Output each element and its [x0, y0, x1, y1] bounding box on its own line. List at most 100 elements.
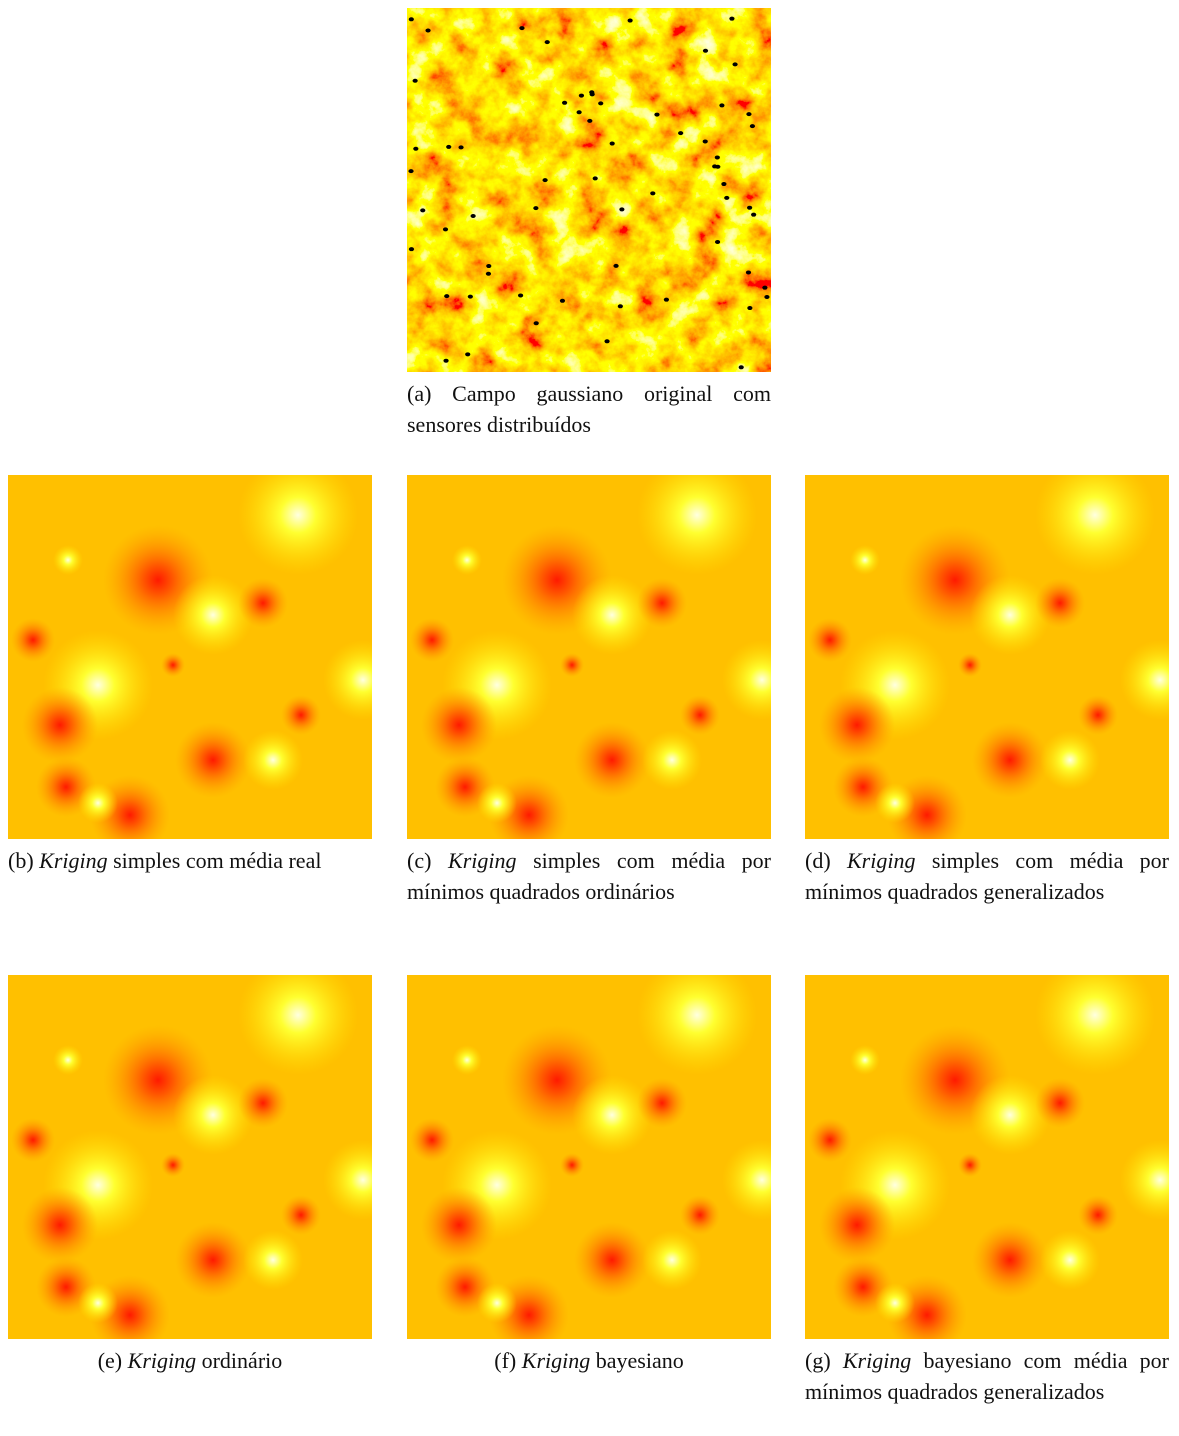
high-region	[1120, 1140, 1169, 1220]
low-region	[238, 578, 288, 628]
caption-text: simples com média por mínimos quadrados …	[805, 848, 1170, 904]
high-region	[642, 730, 702, 790]
figure-panel: (e) Kriging ordinário	[8, 975, 372, 1376]
sensor-dot	[592, 176, 598, 181]
high-region	[1040, 730, 1100, 790]
high-region	[637, 975, 757, 1075]
low-region	[22, 1187, 98, 1263]
caption-emphasis: Kriging	[39, 848, 108, 873]
sensor-dot	[764, 294, 770, 299]
high-region	[173, 575, 253, 655]
sensor-dot	[444, 294, 450, 299]
high-region	[452, 1045, 482, 1075]
high-region	[572, 1075, 652, 1155]
caption-text: ordinário	[201, 1348, 283, 1373]
sensor-dot	[533, 206, 539, 211]
high-region	[1035, 475, 1155, 575]
high-region	[477, 783, 517, 823]
caption: (g) Kriging bayesiano com média por míni…	[805, 1345, 1169, 1407]
sensor-dot	[485, 271, 492, 276]
high-region	[637, 475, 757, 575]
sensor-dot	[751, 212, 757, 217]
high-region	[53, 545, 83, 575]
sensor-dot	[604, 339, 610, 344]
sensor-dot	[714, 155, 720, 160]
sensor-dot	[442, 227, 449, 232]
sensor-dot	[578, 93, 585, 98]
figure-panel: (f) Kriging bayesiano	[407, 975, 771, 1376]
low-region	[560, 653, 584, 677]
high-region	[78, 1283, 118, 1323]
caption-emphasis: Kriging	[448, 848, 517, 873]
low-region	[958, 1153, 982, 1177]
sensor-dot	[413, 146, 419, 151]
sensor-dot	[747, 205, 753, 210]
low-region	[1035, 578, 1085, 628]
kriging-image	[407, 975, 771, 1339]
sensor-dot	[458, 145, 464, 150]
sensor-dot	[517, 293, 524, 298]
sensor-dot	[732, 62, 738, 67]
low-region	[1078, 695, 1118, 735]
low-region	[281, 1195, 321, 1235]
sensor-dot	[576, 110, 582, 115]
high-region	[642, 1230, 702, 1290]
low-region	[421, 687, 497, 763]
sensor-dot	[561, 100, 568, 105]
high-region	[970, 575, 1050, 655]
low-region	[637, 1078, 687, 1128]
sensor-dot	[412, 78, 418, 83]
kriging-image	[407, 475, 771, 839]
low-region	[421, 1187, 497, 1263]
noise-field	[407, 8, 771, 372]
sensor-dot	[702, 139, 708, 144]
sensor-dot	[721, 182, 727, 187]
sensor-dot	[654, 112, 660, 117]
figure-panel: (d) Kriging simples com média por mínimo…	[805, 475, 1169, 907]
high-region	[243, 1230, 303, 1290]
sensor-dot	[746, 112, 752, 117]
low-region	[175, 1222, 251, 1298]
low-region	[1035, 1078, 1085, 1128]
high-region	[53, 1045, 83, 1075]
field-image	[407, 8, 771, 372]
sensor-dot	[408, 169, 414, 174]
caption-emphasis: Kriging	[842, 1348, 912, 1373]
high-region	[1035, 975, 1155, 1075]
low-region	[22, 687, 98, 763]
low-region	[281, 695, 321, 735]
caption-emphasis: Kriging	[521, 1348, 591, 1373]
sensor-dot	[467, 294, 473, 299]
sensor-dot	[420, 208, 426, 213]
high-region	[875, 1283, 915, 1323]
sensor-dot	[762, 285, 768, 290]
high-region	[173, 1075, 253, 1155]
sensor-dot	[443, 358, 449, 363]
caption-text: simples com média real	[113, 848, 322, 873]
sensor-dot	[408, 17, 414, 22]
high-region	[850, 545, 880, 575]
high-region	[323, 640, 372, 720]
caption-label: (f)	[494, 1348, 517, 1373]
figure-panel: (a) Campo gaussiano original com sensore…	[407, 8, 771, 440]
high-region	[850, 1045, 880, 1075]
low-region	[808, 618, 852, 662]
figure-panel: (c) Kriging simples com média por mínimo…	[407, 475, 771, 907]
low-region	[11, 1118, 55, 1162]
low-region	[637, 578, 687, 628]
sensor-dot	[702, 48, 709, 53]
low-region	[680, 695, 720, 735]
sensor-dot	[749, 124, 756, 129]
sensor-dot	[747, 306, 753, 311]
sensor-dot	[465, 352, 471, 357]
sensor-dot	[715, 164, 721, 169]
caption-label: (e)	[97, 1348, 123, 1373]
caption-label: (b)	[8, 848, 34, 873]
sensor-dot	[408, 247, 415, 252]
kriging-image	[8, 475, 372, 839]
sensor-dot	[609, 141, 615, 146]
kriging-image	[805, 975, 1169, 1339]
caption-text: bayesiano	[595, 1348, 684, 1373]
caption: (b) Kriging simples com média real	[8, 845, 372, 876]
low-region	[410, 618, 454, 662]
